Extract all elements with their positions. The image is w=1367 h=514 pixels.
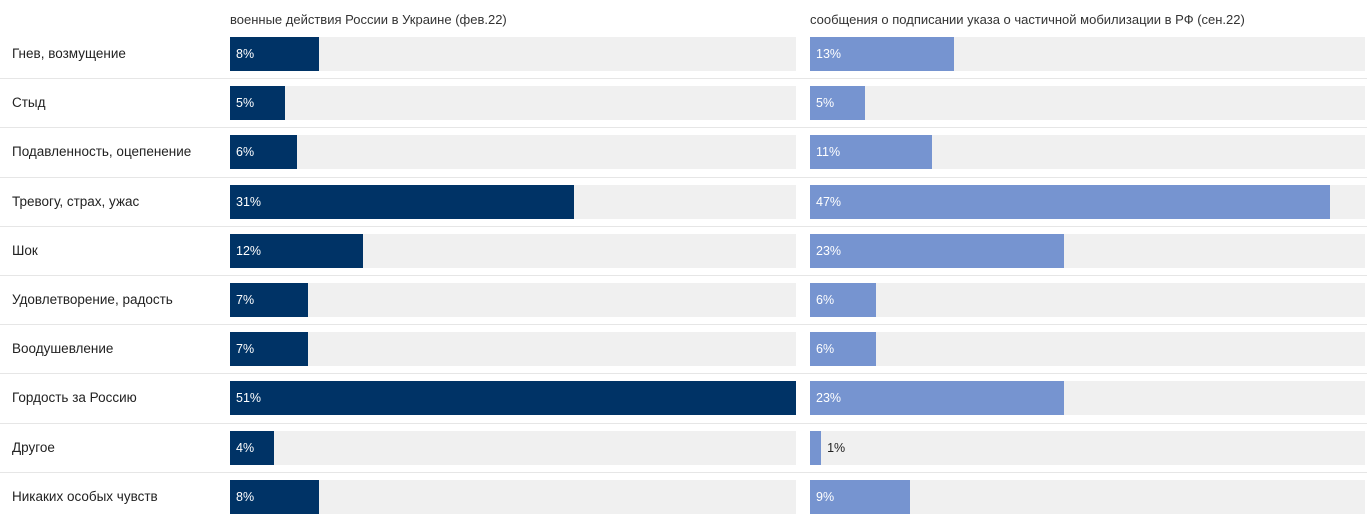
category-label: Удовлетворение, радость bbox=[12, 283, 173, 317]
bar-track bbox=[230, 135, 796, 169]
category-label: Тревогу, страх, ужас bbox=[12, 185, 139, 219]
category-label: Гнев, возмущение bbox=[12, 37, 126, 71]
bar-series-2 bbox=[810, 431, 821, 465]
value-label: 7% bbox=[236, 283, 254, 317]
bar-track bbox=[230, 283, 796, 317]
value-label: 4% bbox=[236, 431, 254, 465]
category-label: Воодушевление bbox=[12, 332, 113, 366]
value-label: 6% bbox=[816, 283, 834, 317]
row-separator bbox=[0, 423, 1367, 424]
value-label: 47% bbox=[816, 185, 841, 219]
value-label: 8% bbox=[236, 37, 254, 71]
bar-series-2 bbox=[810, 381, 1064, 415]
value-label: 1% bbox=[827, 431, 845, 465]
bar-track bbox=[810, 283, 1365, 317]
category-label: Подавленность, оцепенение bbox=[12, 135, 191, 169]
category-label: Гордость за Россию bbox=[12, 381, 137, 415]
value-label: 51% bbox=[236, 381, 261, 415]
row-separator bbox=[0, 177, 1367, 178]
bar-track bbox=[230, 431, 796, 465]
value-label: 31% bbox=[236, 185, 261, 219]
value-label: 5% bbox=[236, 86, 254, 120]
row-separator bbox=[0, 226, 1367, 227]
category-label: Другое bbox=[12, 431, 55, 465]
row-separator bbox=[0, 373, 1367, 374]
value-label: 5% bbox=[816, 86, 834, 120]
row-separator bbox=[0, 324, 1367, 325]
bar-track bbox=[810, 86, 1365, 120]
value-label: 12% bbox=[236, 234, 261, 268]
bar-track bbox=[810, 431, 1365, 465]
value-label: 23% bbox=[816, 381, 841, 415]
category-label: Стыд bbox=[12, 86, 46, 120]
series-title-1: военные действия России в Украине (фев.2… bbox=[230, 12, 507, 27]
value-label: 6% bbox=[816, 332, 834, 366]
value-label: 13% bbox=[816, 37, 841, 71]
value-label: 6% bbox=[236, 135, 254, 169]
value-label: 7% bbox=[236, 332, 254, 366]
category-label: Шок bbox=[12, 234, 38, 268]
row-separator bbox=[0, 472, 1367, 473]
bar-series-1 bbox=[230, 381, 796, 415]
series-title-2: сообщения о подписании указа о частичной… bbox=[810, 12, 1245, 27]
bar-track bbox=[230, 332, 796, 366]
row-separator bbox=[0, 78, 1367, 79]
value-label: 11% bbox=[816, 135, 840, 169]
bar-series-2 bbox=[810, 185, 1330, 219]
bar-track bbox=[810, 332, 1365, 366]
row-separator bbox=[0, 127, 1367, 128]
bar-series-2 bbox=[810, 234, 1064, 268]
row-separator bbox=[0, 275, 1367, 276]
bar-series-1 bbox=[230, 185, 574, 219]
value-label: 23% bbox=[816, 234, 841, 268]
bar-track bbox=[230, 86, 796, 120]
